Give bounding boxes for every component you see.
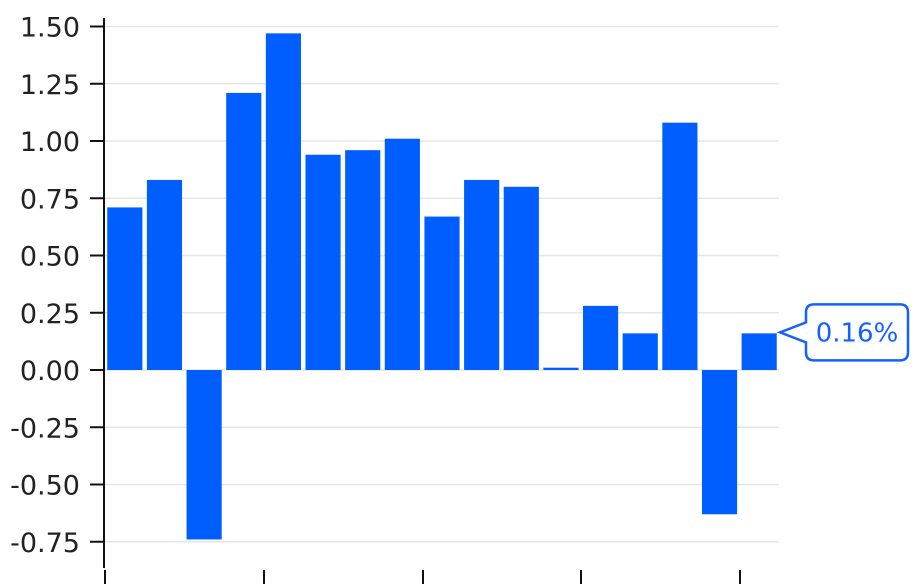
bar bbox=[424, 216, 460, 370]
bar bbox=[622, 333, 658, 370]
x-axis bbox=[104, 570, 741, 584]
y-tick-label: -0.25 bbox=[10, 413, 80, 444]
y-tick-label: -0.75 bbox=[10, 528, 80, 559]
bar bbox=[146, 179, 183, 370]
bar bbox=[226, 92, 262, 370]
bar bbox=[265, 33, 301, 371]
bar bbox=[186, 370, 222, 540]
bar bbox=[583, 305, 619, 370]
bar bbox=[384, 138, 420, 370]
callout-box bbox=[776, 303, 910, 362]
bar bbox=[464, 179, 500, 370]
bar bbox=[305, 154, 341, 370]
bar bbox=[107, 207, 143, 370]
callout-label: 0.16% bbox=[816, 318, 899, 348]
y-tick-label: 0.50 bbox=[20, 242, 80, 273]
value-callout: 0.16% bbox=[776, 303, 910, 362]
bar bbox=[741, 333, 777, 370]
bar bbox=[503, 186, 539, 370]
bar bbox=[662, 122, 698, 371]
y-tick-label: 1.50 bbox=[20, 13, 80, 44]
bar bbox=[345, 150, 381, 370]
y-tick-label: 0.00 bbox=[20, 356, 80, 387]
bar bbox=[543, 367, 579, 370]
bar bbox=[701, 370, 738, 515]
y-axis: 1.50 1.25 1.00 0.75 0.50 0.25 0.00 -0.25 -0.50 -0… bbox=[10, 13, 105, 568]
y-tick-label: 1.00 bbox=[20, 127, 80, 158]
y-tick-label: 1.25 bbox=[20, 70, 80, 101]
bars bbox=[107, 33, 777, 540]
y-tick-label: -0.50 bbox=[10, 471, 80, 502]
y-tick-label: 0.75 bbox=[20, 184, 80, 215]
y-tick-label: 0.25 bbox=[20, 299, 80, 330]
